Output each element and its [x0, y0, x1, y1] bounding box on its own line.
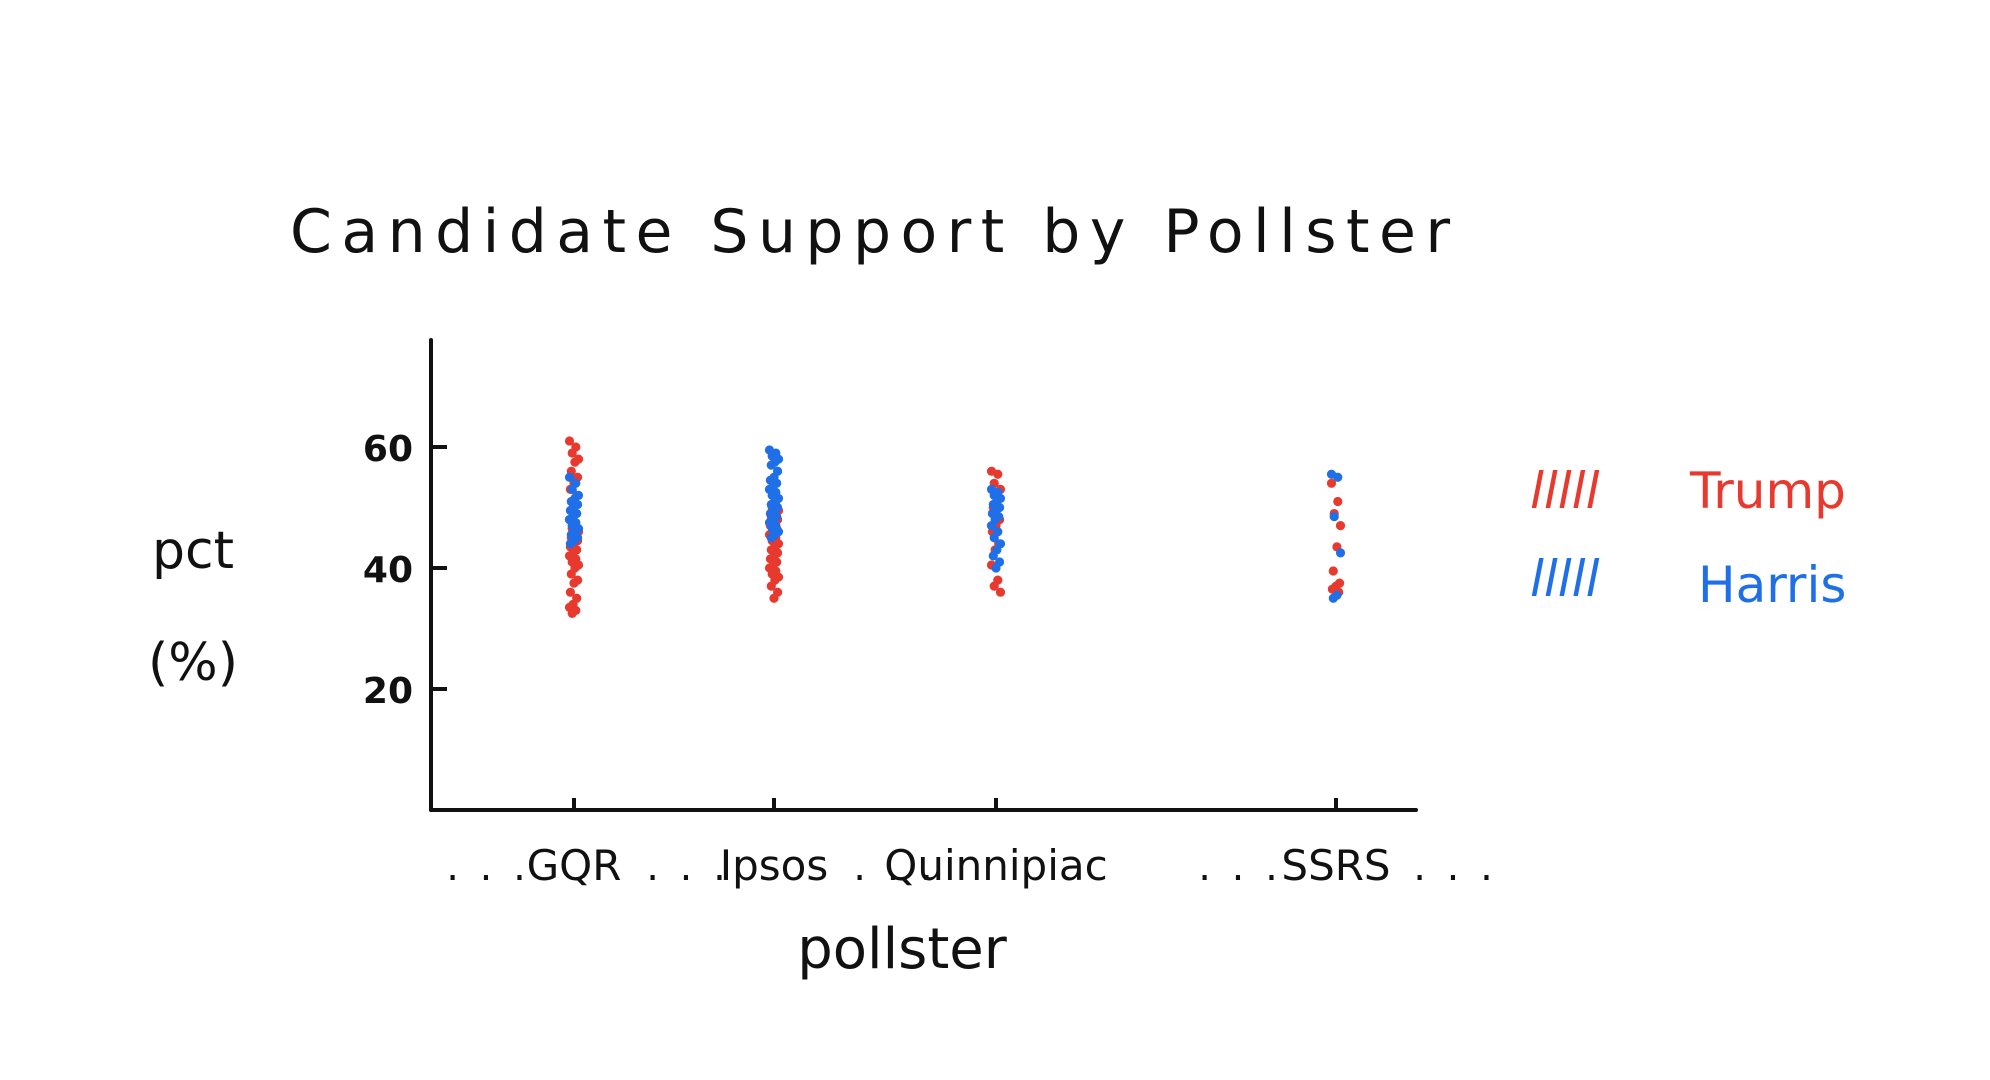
point-trump-ipsos	[766, 581, 776, 591]
data-points	[564, 436, 1346, 618]
x-axis-dots-text: . . .	[853, 844, 937, 890]
legend-swatch-harris: lllll	[1530, 550, 1600, 608]
x-axis-label: pollster	[797, 917, 1008, 982]
x-axis-dots-text: . . .	[646, 844, 730, 890]
x-tick-label: GQR	[527, 841, 622, 890]
y-tick-label: 20	[363, 671, 413, 712]
point-trump-quinnipiac	[989, 581, 999, 591]
x-axis-ticks: GQR Ipsos Quinnipiac SSRS	[527, 798, 1391, 890]
x-axis-dots-text: . . .	[1413, 844, 1497, 890]
point-harris-quinnipiac	[989, 533, 999, 543]
x-axis-dots-text: . . .	[446, 844, 530, 890]
point-trump-gqr	[570, 457, 580, 467]
y-axis-label-line2: (%)	[148, 633, 238, 693]
legend-label-trump: Trump	[1689, 462, 1846, 520]
point-harris-gqr	[564, 472, 575, 482]
x-axis-dots-text: . . .	[1198, 844, 1282, 890]
legend: lllll Trump lllll Harris	[1530, 462, 1846, 614]
point-harris-ssrs	[1333, 472, 1343, 482]
x-tick-label: Quinnipiac	[884, 841, 1107, 890]
point-trump-gqr	[564, 436, 575, 446]
point-trump-gqr	[567, 608, 577, 618]
point-trump-gqr	[567, 448, 577, 458]
point-trump-ssrs	[1326, 478, 1337, 488]
point-trump-ssrs	[1333, 496, 1343, 507]
legend-label-harris: Harris	[1698, 556, 1846, 614]
point-harris-ipsos	[766, 460, 776, 470]
point-harris-gqr	[567, 484, 577, 494]
y-tick-label: 60	[363, 429, 413, 470]
y-axis-ticks: 20 40 60	[363, 429, 447, 712]
point-trump-ssrs	[1328, 566, 1338, 576]
y-tick-label: 40	[363, 550, 413, 591]
point-trump-quinnipiac	[993, 469, 1003, 479]
point-harris-quinnipiac	[986, 521, 997, 531]
point-harris-quinnipiac	[991, 563, 1001, 573]
point-trump-gqr	[569, 578, 579, 588]
point-harris-ipsos	[766, 533, 776, 543]
x-axis-dots: . . . . . . . . . . . . . . .	[446, 844, 1497, 890]
point-trump-ipsos	[769, 593, 779, 603]
point-harris-ssrs	[1335, 548, 1346, 558]
point-harris-gqr	[565, 539, 576, 549]
point-harris-ssrs	[1329, 511, 1339, 522]
x-tick-label: Ipsos	[720, 841, 829, 890]
x-tick-label: SSRS	[1281, 841, 1390, 890]
point-trump-gqr	[566, 569, 576, 579]
y-axis-label-line1: pct	[152, 521, 234, 581]
point-trump-quinnipiac	[995, 587, 1006, 597]
chart-title: Candidate Support by Pollster	[290, 197, 1450, 267]
legend-swatch-trump: lllll	[1530, 462, 1600, 520]
point-harris-ssrs	[1328, 593, 1338, 603]
point-harris-quinnipiac	[988, 551, 998, 561]
point-trump-gqr	[565, 587, 576, 597]
point-trump-ssrs	[1335, 521, 1346, 531]
